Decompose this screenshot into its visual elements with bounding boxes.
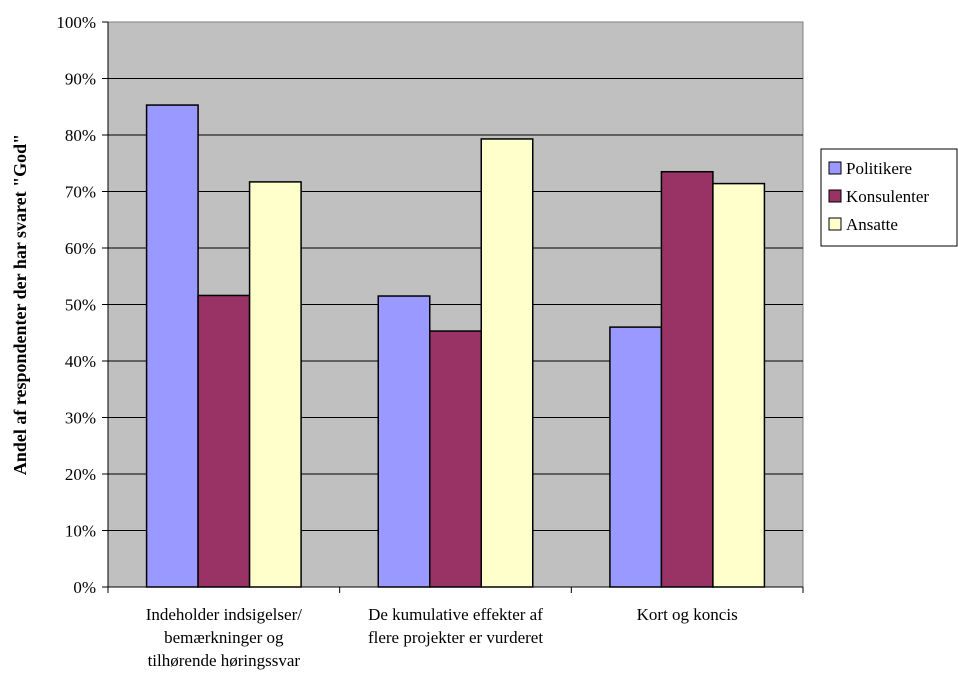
bars [145, 104, 766, 588]
y-axis-label: Andel af respondenter der har svaret "Go… [10, 134, 30, 475]
y-tick-label: 20% [65, 465, 96, 484]
x-category-labels: Indeholder indsigelser/bemærkninger og ti… [146, 605, 738, 670]
legend-box [820, 148, 958, 247]
y-tick-label: 10% [65, 522, 96, 541]
y-tick-label: 0% [73, 578, 96, 597]
legend-swatch [828, 217, 842, 231]
y-tick-label: 100% [56, 13, 96, 32]
y-tick-label: 60% [65, 239, 96, 258]
y-tick-labels: 0% 10% 20% 30% 40% 50% 60% 70% 80% 90% 100% [56, 13, 96, 597]
y-tick-label: 30% [65, 409, 96, 428]
bar-politikere [609, 326, 663, 588]
bar-ansatte [248, 181, 302, 588]
bar-konsulenter [429, 330, 482, 588]
axes [102, 21, 804, 593]
legend-label: Politikere [846, 159, 912, 178]
x-category-label: Kort og koncis [637, 605, 738, 624]
bar-ansatte [480, 138, 534, 588]
bar-konsulenter [660, 170, 714, 588]
bar-ansatte [712, 182, 766, 588]
legend-label: Konsulenter [846, 187, 929, 206]
y-tick-label: 70% [65, 183, 96, 202]
bar-politikere [377, 295, 431, 588]
legend-swatch [828, 189, 842, 203]
bar-konsulenter [197, 294, 251, 588]
y-tick-label: 50% [65, 296, 96, 315]
x-category-label: De kumulative effekter af flere projekter… [368, 605, 543, 647]
legend: Politikere Konsulenter Ansatte [820, 148, 958, 247]
legend-label: Ansatte [846, 215, 898, 234]
y-tick-label: 80% [65, 126, 96, 145]
x-category-label: Indeholder indsigelser/bemærkninger og ti… [146, 605, 303, 670]
bar-politikere [145, 104, 199, 588]
legend-swatch [828, 161, 842, 175]
y-tick-label: 40% [65, 352, 96, 371]
y-tick-label: 90% [65, 70, 96, 89]
